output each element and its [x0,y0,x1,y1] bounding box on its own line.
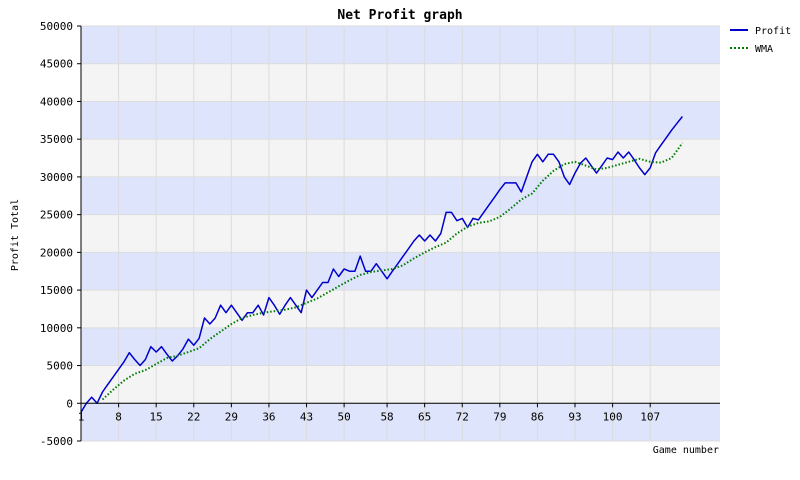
axes [77,25,720,442]
x-tick-label: 107 [640,410,660,423]
y-tick-label: -5000 [40,435,73,448]
band-5 [81,214,720,253]
grid-lines [80,25,720,442]
x-tick-label: 1 [78,410,85,423]
y-tick-label: 35000 [40,133,73,146]
tick-labels: -5000 0 5000 10000 15000 20000 25000 30000 35000… [40,20,660,448]
chart-title: Net Profit graph [337,8,462,23]
x-tick-label: 65 [418,410,431,423]
band-1 [81,365,720,404]
y-tick-label: 40000 [40,95,73,108]
x-tick-label: 36 [262,410,275,423]
y-tick-label: 45000 [40,58,73,71]
y-tick-label: 30000 [40,171,73,184]
background-bands [81,26,720,441]
y-axis-label: Profit Total [10,199,21,271]
x-tick-label: 100 [603,410,623,423]
x-tick-label: 15 [150,410,163,423]
x-tick-label: 29 [225,410,238,423]
band-4 [81,252,720,291]
legend-label-profit: Profit [755,26,791,37]
band-8 [81,101,720,140]
y-tick-label: 25000 [40,209,73,222]
y-tick-label: 15000 [40,284,73,297]
band-2 [81,327,720,366]
band-3 [81,290,720,328]
band-10 [81,26,720,64]
y-tick-label: 0 [66,397,73,410]
x-tick-label: 22 [187,410,200,423]
band-9 [81,63,720,102]
x-tick-label: 72 [456,410,469,423]
y-tick-label: 50000 [40,20,73,33]
legend: Profit WMA [730,26,791,55]
x-tick-label: 43 [300,410,313,423]
x-tick-label: 58 [380,410,393,423]
x-tick-label: 50 [337,410,350,423]
x-axis-label: Game number [653,445,719,456]
y-tick-label: 20000 [40,246,73,259]
x-tick-label: 8 [115,410,122,423]
legend-label-wma: WMA [755,44,773,55]
y-tick-label: 10000 [40,322,73,335]
band-6 [81,176,720,215]
x-tick-label: 93 [568,410,581,423]
series-lines [80,116,684,413]
x-tick-label: 86 [531,410,544,423]
y-tick-label: 5000 [47,360,74,373]
band-0 [81,403,720,441]
x-tick-label: 79 [493,410,506,423]
series-line-wma [101,142,684,401]
